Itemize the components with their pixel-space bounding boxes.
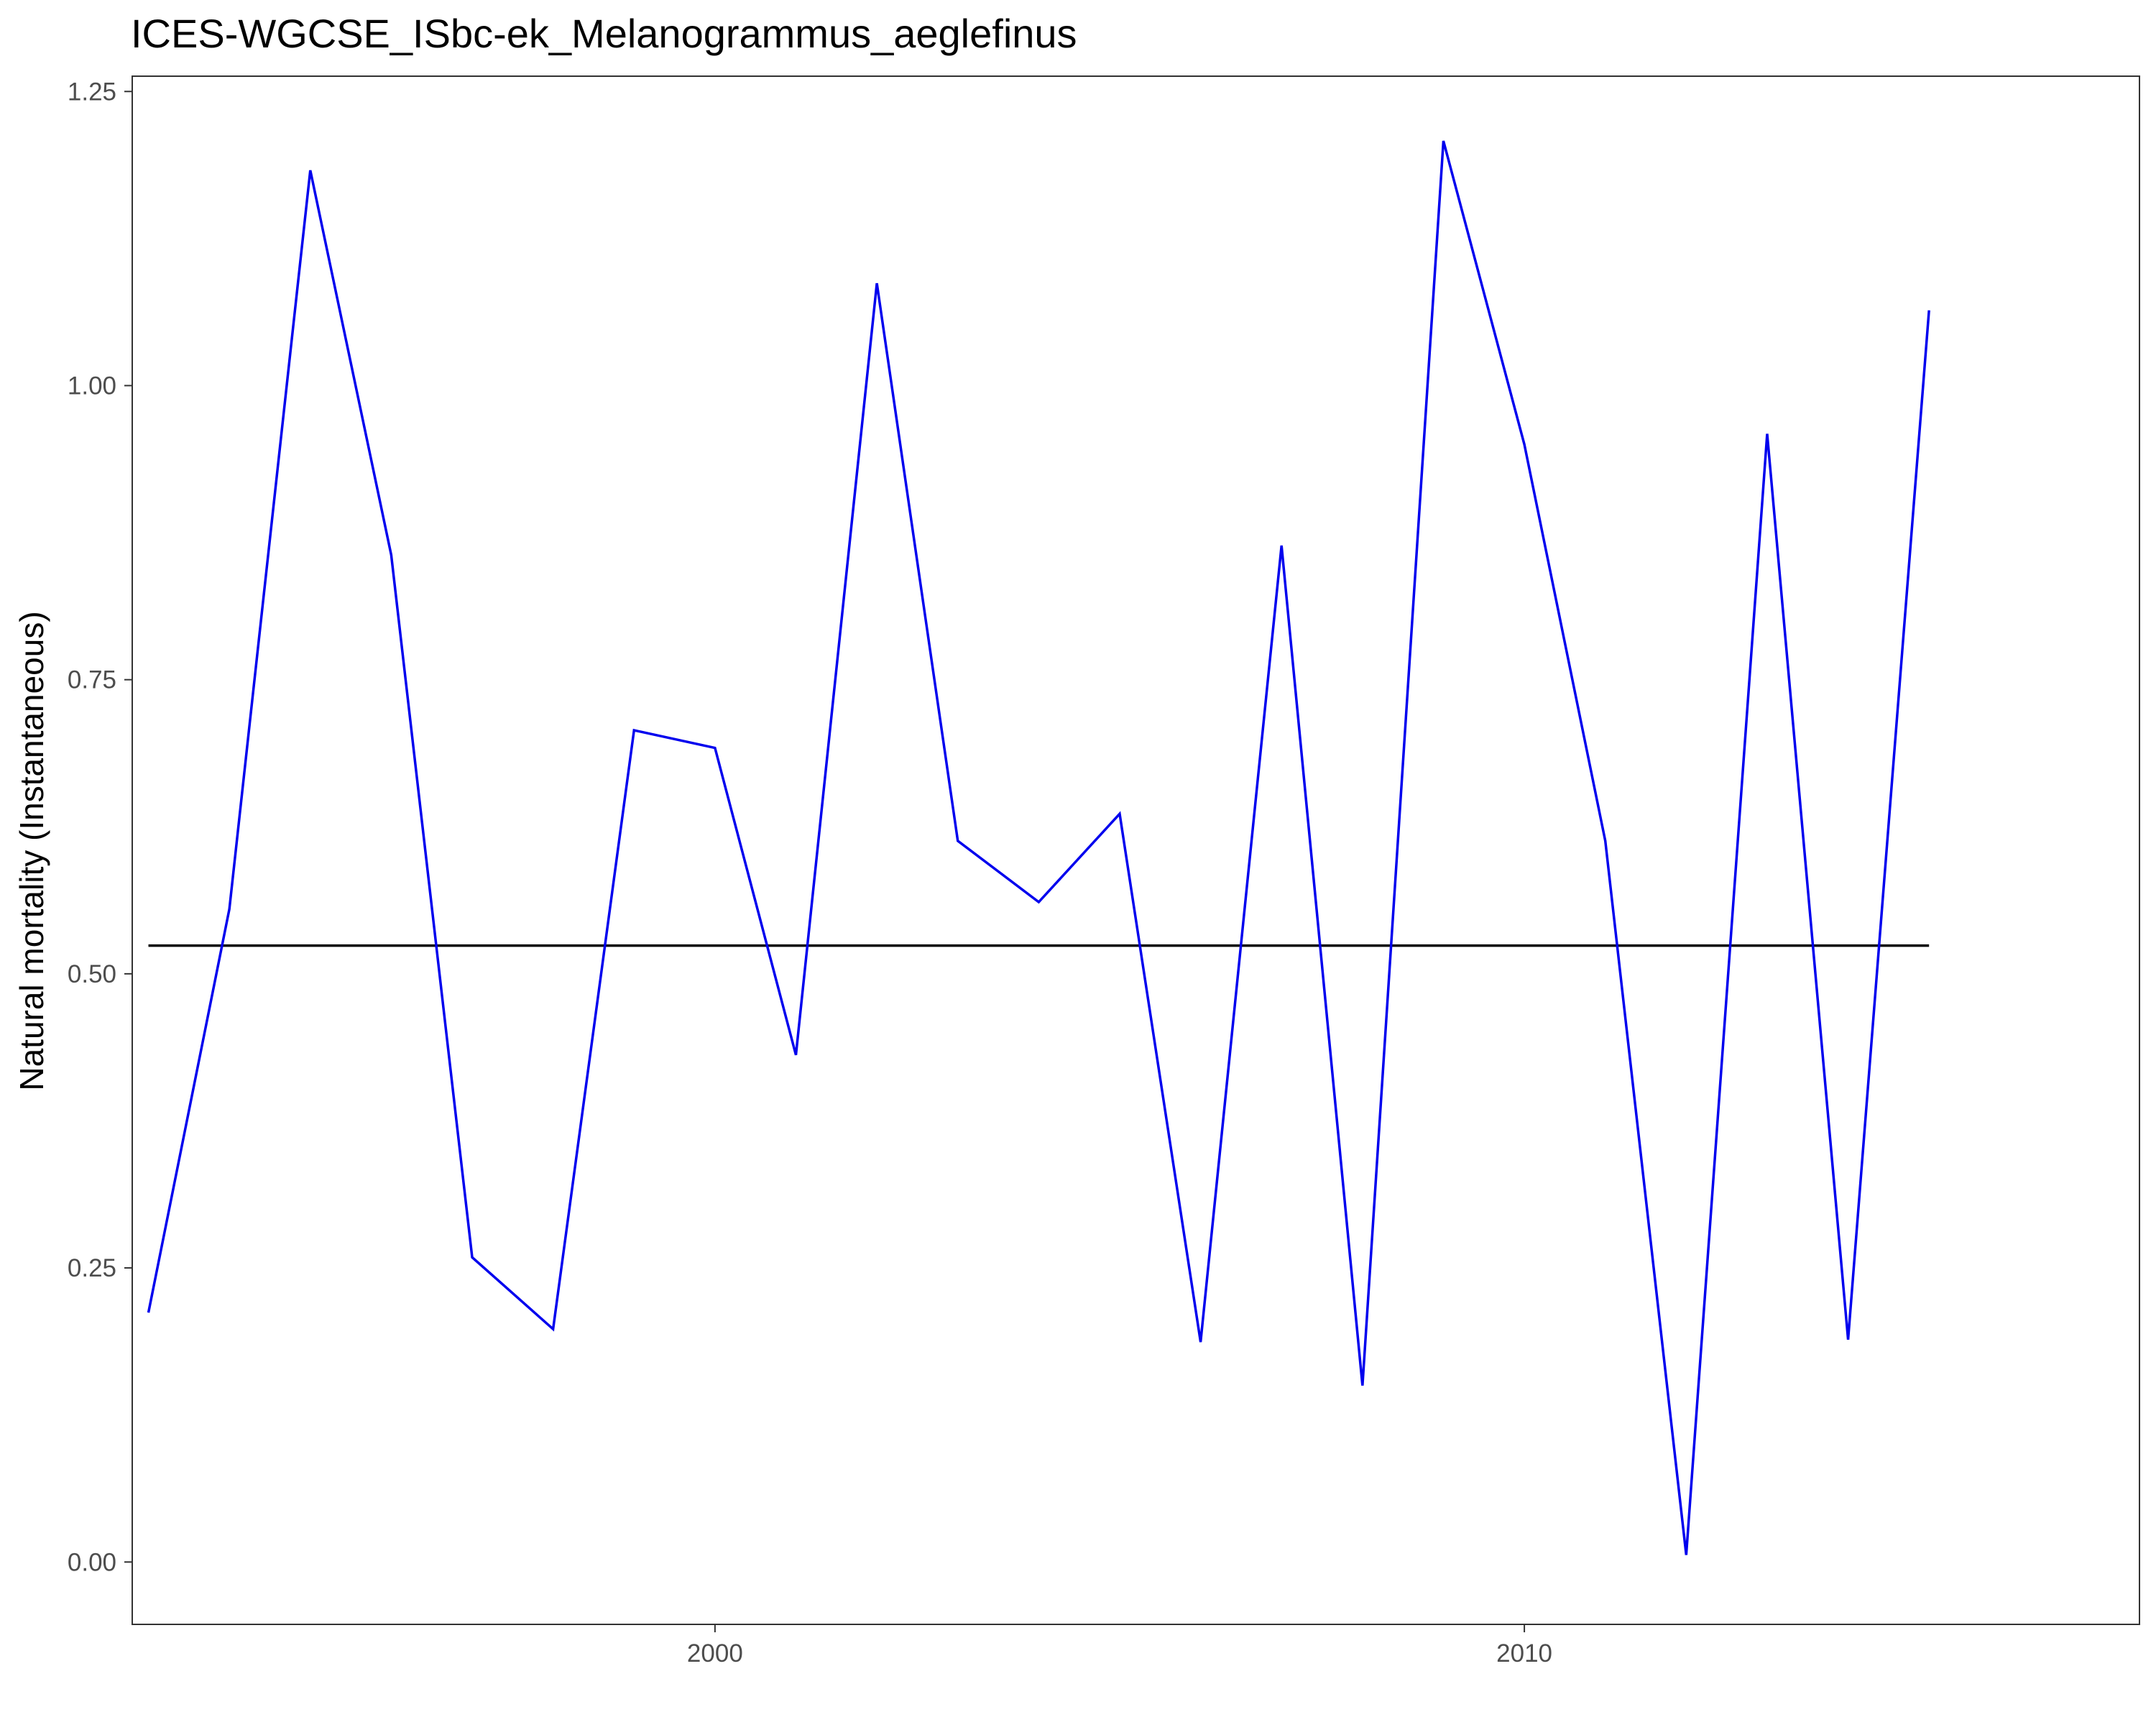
y-tick-label: 0.25 [68,1254,116,1282]
y-tick-label: 1.00 [68,372,116,400]
x-tick-label: 2000 [687,1639,743,1668]
y-tick-label: 0.75 [68,666,116,694]
y-tick-label: 0.50 [68,960,116,988]
y-axis: 0.00 0.25 0.50 0.75 1.00 1.25 [68,78,132,1576]
y-tick-label: 0.00 [68,1548,116,1576]
plot-panel [132,75,2140,1625]
chart-title: ICES-WGCSE_ISbc-ek_Melanogrammus_aeglefi… [131,11,1077,56]
y-axis-label: Natural mortality (Instantaneous) [13,611,50,1090]
x-tick-label: 2010 [1496,1639,1552,1668]
y-tick-label: 1.25 [68,78,116,106]
series-natural-mortality-line [147,140,1930,1555]
series-layer [147,140,1930,1555]
x-axis: 2000 2010 [687,1624,1552,1668]
